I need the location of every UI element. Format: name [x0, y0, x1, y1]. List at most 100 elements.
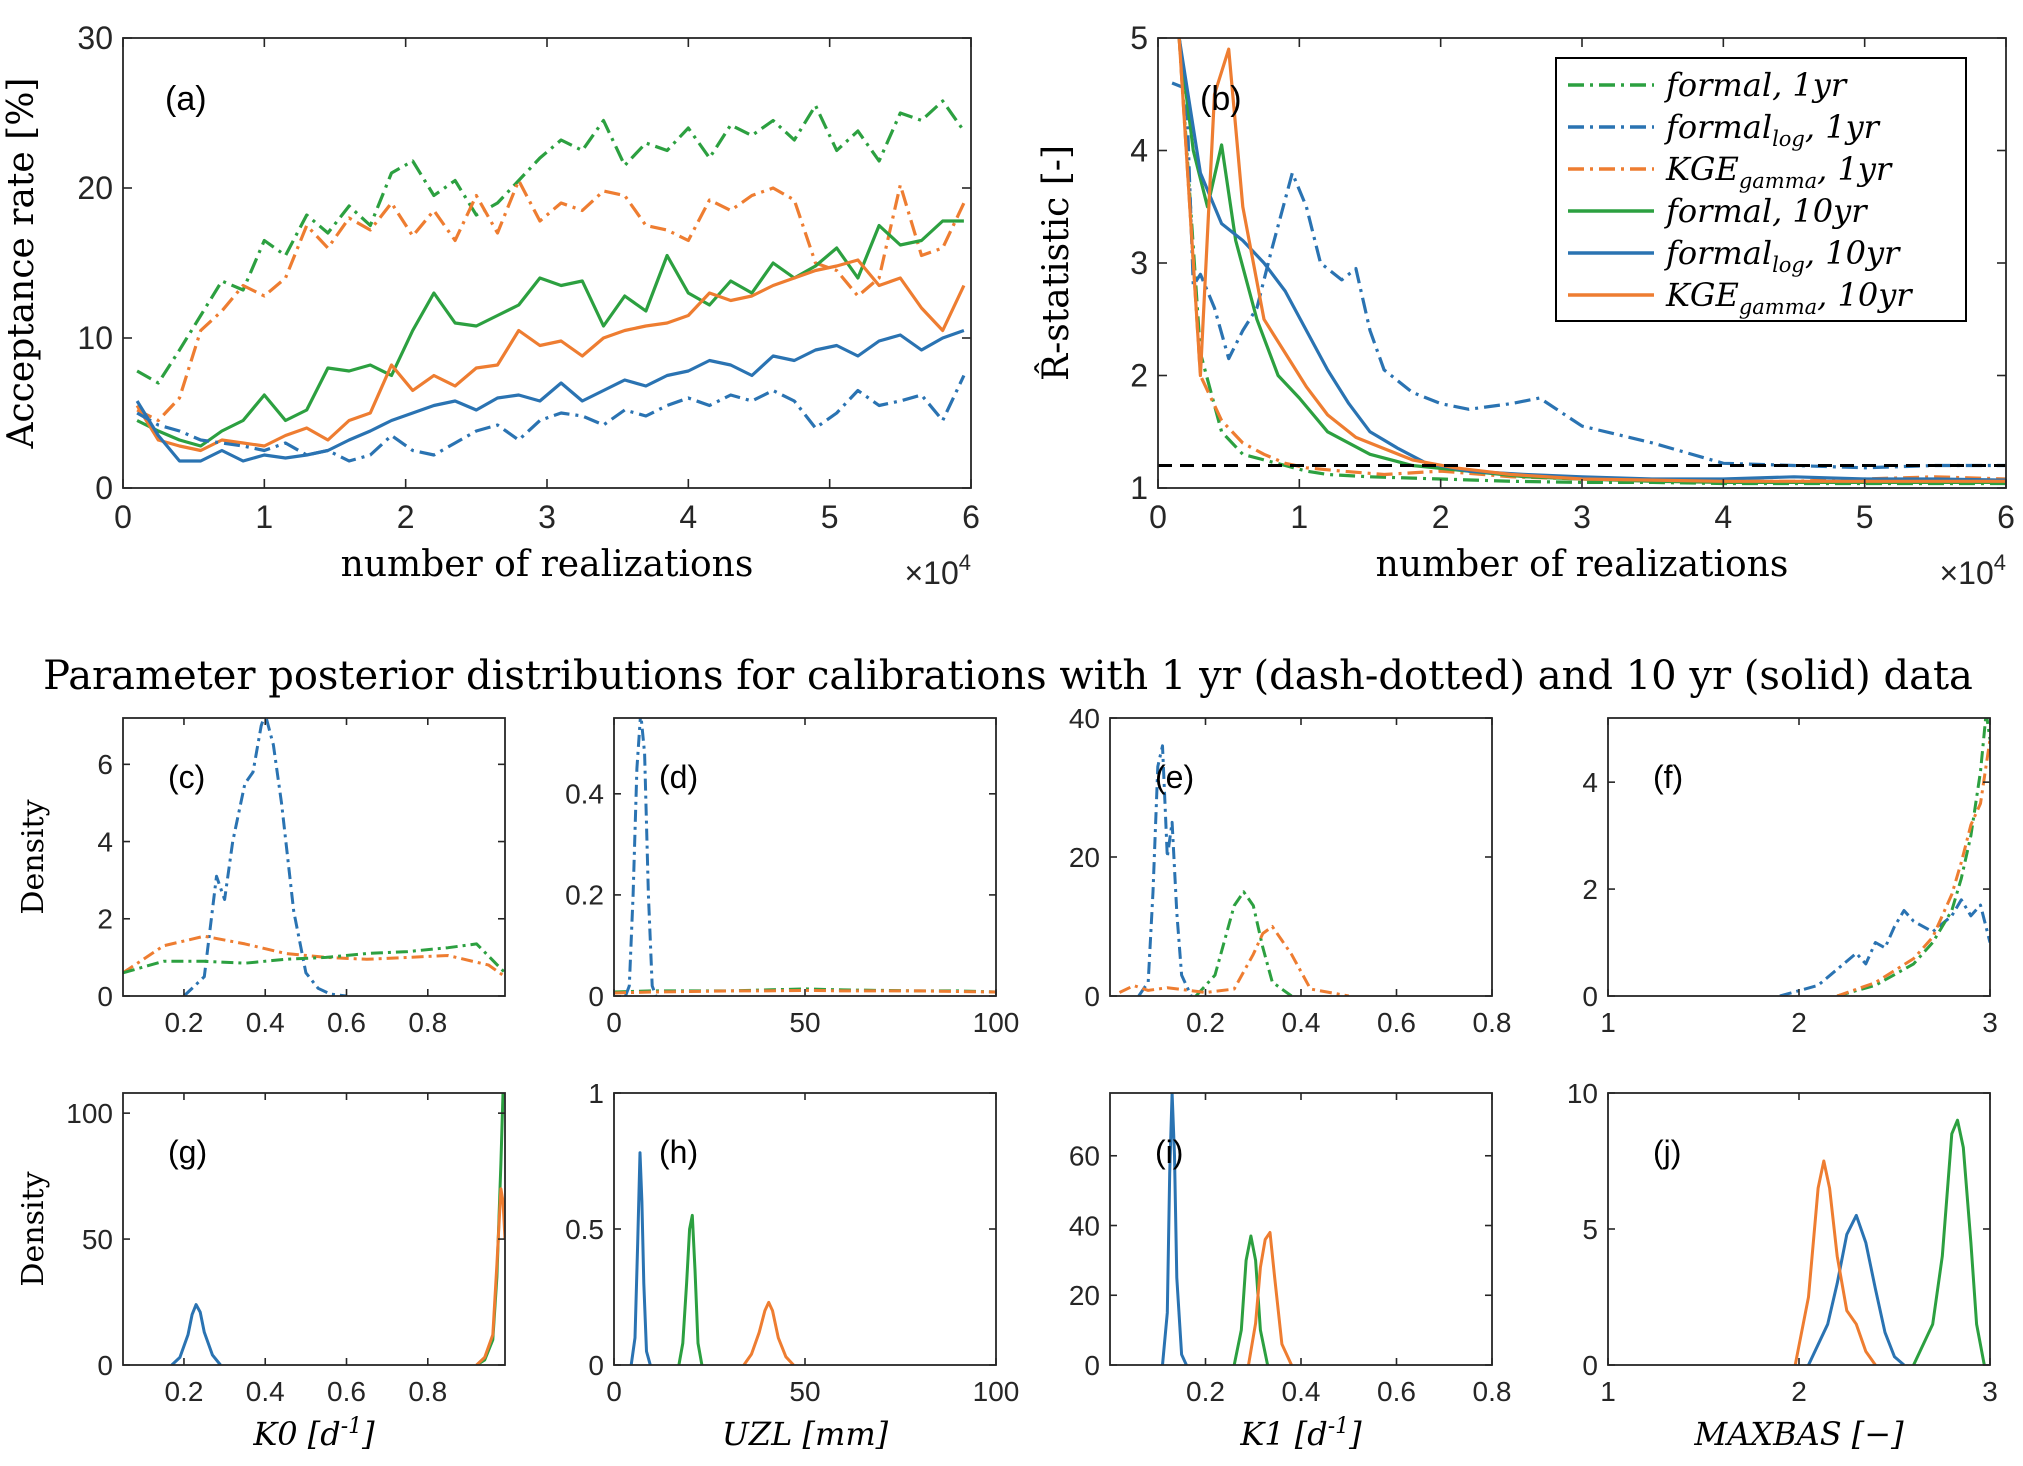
- series-line-formal-log-1yr: [1171, 81, 2006, 470]
- series-line-kge-gamma-10yr: [135, 258, 966, 453]
- series-layer: [1161, 1093, 1293, 1365]
- series-layer: [123, 718, 505, 996]
- y-tick-label: 10: [1567, 1078, 1598, 1109]
- series-line-kge-gamma-1yr: [123, 934, 505, 978]
- series-layer: [170, 1093, 505, 1365]
- panel-label: (f): [1653, 759, 1683, 795]
- series-layer: [1779, 718, 1990, 996]
- y-tick-label: 0: [95, 470, 113, 506]
- panel-d: 0 50 100 0 0.2 0.4 (d): [565, 717, 1020, 1038]
- panel-label: (c): [168, 759, 205, 795]
- panel-f: 1 2 3 0 2 4 (f): [1582, 717, 1998, 1038]
- x-tick-label: 0: [606, 1007, 622, 1038]
- y-tick-label: 0.5: [565, 1214, 604, 1245]
- x-axis-label: K1 [d-1]: [1239, 1414, 1362, 1453]
- x-tick-label: 1: [1600, 1007, 1616, 1038]
- panel-label: (d): [659, 759, 698, 795]
- y-tick-label: 5: [1582, 1214, 1598, 1245]
- panel-h: 0 50 100 0 0.5 1 (h) UZL [mm]: [565, 1078, 1019, 1453]
- x-tick-label: 3: [538, 499, 556, 535]
- x-tick-label: 0.8: [408, 1007, 447, 1038]
- legend-entry-label: formallog, 1yr: [1664, 108, 1881, 151]
- series-line-formal-10yr: [677, 1213, 704, 1365]
- y-axis-label: Density: [16, 799, 51, 914]
- x-tick-label: 0.6: [1377, 1376, 1416, 1407]
- series-line-kge-gamma-1yr: [1118, 925, 1350, 996]
- y-tick-label: 10: [77, 320, 113, 356]
- series-line-formal-1yr: [1836, 718, 1990, 996]
- y-tick-label: 50: [82, 1224, 113, 1255]
- x-axis-label: MAXBAS [−]: [1693, 1415, 1904, 1453]
- series-line-formal-10yr: [136, 219, 964, 448]
- x-tick-label: 0: [606, 1376, 622, 1407]
- legend-entry-label: formal, 1yr: [1664, 66, 1848, 104]
- y-tick-label: 5: [1130, 20, 1148, 56]
- y-tick-label: 0: [1084, 981, 1100, 1012]
- x-tick-label: 0.8: [1473, 1007, 1512, 1038]
- x-axis-label: K0 [d-1]: [252, 1414, 375, 1453]
- x-tick-label: 0.6: [327, 1007, 366, 1038]
- x-tick-label: 6: [1997, 499, 2015, 535]
- panel-label: (g): [168, 1134, 207, 1170]
- x-tick-label: 0.4: [246, 1007, 285, 1038]
- x-tick-label: 50: [789, 1007, 820, 1038]
- x-tick-label: 2: [1432, 499, 1450, 535]
- series-line-formal-10yr: [475, 1093, 505, 1365]
- x-tick-label: 2: [1791, 1376, 1807, 1407]
- series-line-kge-gamma-10yr: [475, 1187, 505, 1365]
- y-axis-label: Acceptance rate [%]: [1, 78, 42, 450]
- y-tick-label: 4: [1130, 133, 1148, 169]
- y-tick-label: 0: [97, 1350, 113, 1381]
- x-tick-label: 0.2: [1186, 1007, 1225, 1038]
- y-tick-label: 1: [588, 1078, 604, 1109]
- x-tick-label: 100: [973, 1376, 1020, 1407]
- y-tick-label: 100: [66, 1098, 113, 1129]
- x-tick-label: 0.4: [1282, 1007, 1321, 1038]
- series-layer: [1793, 1118, 1986, 1365]
- y-tick-label: 0.2: [565, 880, 604, 911]
- x-axis-label: number of realizations: [1376, 544, 1789, 585]
- panel-label: (b): [1200, 80, 1242, 118]
- x-tick-label: 100: [973, 1007, 1020, 1038]
- x-tick-label: 0.4: [246, 1376, 285, 1407]
- x-tick-label: 5: [821, 499, 839, 535]
- panel-label: (i): [1155, 1134, 1183, 1170]
- x-tick-label: 2: [397, 499, 415, 535]
- y-tick-label: 20: [1069, 842, 1100, 873]
- y-axis-label: R̂-statistic [-]: [1034, 145, 1077, 381]
- series-line-kge-gamma-10yr: [1247, 1231, 1293, 1365]
- axes-frame: [122, 717, 506, 997]
- y-tick-label: 20: [1069, 1280, 1100, 1311]
- x-tick-label: 0.2: [1186, 1376, 1225, 1407]
- x-tick-label: 3: [1573, 499, 1591, 535]
- x-tick-label: 3: [1982, 1007, 1998, 1038]
- panel-label: (j): [1653, 1134, 1681, 1170]
- x-tick-label: 0.6: [1377, 1007, 1416, 1038]
- y-tick-label: 0: [97, 981, 113, 1012]
- series-line-kge-gamma-10yr: [1793, 1159, 1877, 1365]
- x-tick-label: 1: [1600, 1376, 1616, 1407]
- y-tick-label: 40: [1069, 703, 1100, 734]
- x-tick-label: 0.4: [1282, 1376, 1321, 1407]
- series-line-kge-gamma-1yr: [1177, 38, 2006, 483]
- series-line-formal-10yr: [1912, 1118, 1986, 1365]
- y-axis-label: Density: [16, 1171, 51, 1286]
- x-tick-label: 5: [1856, 499, 1874, 535]
- series-line-kge-gamma-1yr: [614, 988, 996, 995]
- series-line-kge-gamma-10yr: [1177, 38, 2006, 483]
- x-axis-label: number of realizations: [341, 544, 754, 585]
- series-layer: [1171, 38, 2006, 486]
- series-line-formal-log-1yr: [1779, 898, 1990, 996]
- legend-entry-label: KGEgamma, 10yr: [1665, 276, 1913, 319]
- y-tick-label: 0: [1582, 981, 1598, 1012]
- x-tick-label: 0: [1149, 499, 1167, 535]
- x-tick-label: 3: [1982, 1376, 1998, 1407]
- series-line-formal-log-1yr: [624, 718, 658, 996]
- series-line-formal-log-10yr: [170, 1303, 222, 1365]
- y-tick-label: 1: [1130, 470, 1148, 506]
- x-tick-label: 0.8: [1473, 1376, 1512, 1407]
- x-tick-label: 4: [1714, 499, 1732, 535]
